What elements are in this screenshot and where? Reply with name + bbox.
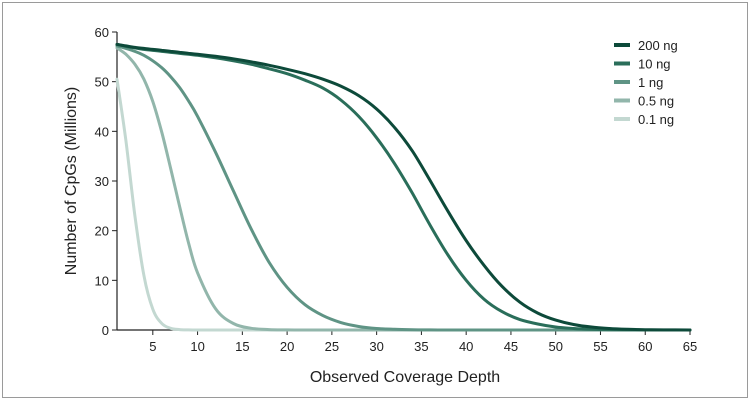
y-tick-label: 40 <box>95 124 109 139</box>
x-tick-label: 10 <box>190 339 204 354</box>
x-tick-label: 50 <box>548 339 562 354</box>
y-tick-label: 20 <box>95 224 109 239</box>
x-axis-label: Observed Coverage Depth <box>310 369 500 386</box>
y-tick-label: 50 <box>95 75 109 90</box>
legend-label: 0.1 ng <box>638 112 674 127</box>
legend-label: 10 ng <box>638 57 671 72</box>
series-line-0-1-ng <box>115 77 692 332</box>
y-tick-label: 60 <box>95 25 109 40</box>
legend-label: 0.5 ng <box>638 94 674 109</box>
x-tick-label: 5 <box>149 339 156 354</box>
x-tick-label: 65 <box>683 339 697 354</box>
x-tick-label: 40 <box>459 339 473 354</box>
y-axis-label: Number of CpGs (Millions) <box>63 87 80 275</box>
series-line-200-ng <box>115 42 692 332</box>
x-tick-label: 30 <box>369 339 383 354</box>
x-tick-label: 55 <box>593 339 607 354</box>
series-lines <box>115 42 692 332</box>
x-tick-label: 20 <box>280 339 294 354</box>
y-tick-label: 0 <box>102 323 109 338</box>
x-tick-label: 60 <box>638 339 652 354</box>
x-tick-label: 25 <box>325 339 339 354</box>
x-tick-label: 35 <box>414 339 428 354</box>
x-tick-label: 15 <box>235 339 249 354</box>
chart-frame <box>2 2 748 398</box>
axes: 5 10 15 20 25 30 35 40 45 50 55 60 65 0 10 20 30 40 50 60 <box>95 25 698 354</box>
legend-label: 200 ng <box>638 38 678 53</box>
legend-label: 1 ng <box>638 75 663 90</box>
y-tick-label: 10 <box>95 273 109 288</box>
y-tick-label: 30 <box>95 174 109 189</box>
series-line-0-5-ng <box>115 46 692 332</box>
legend: 200 ng 10 ng 1 ng 0.5 ng 0.1 ng <box>614 38 678 127</box>
x-tick-label: 45 <box>504 339 518 354</box>
